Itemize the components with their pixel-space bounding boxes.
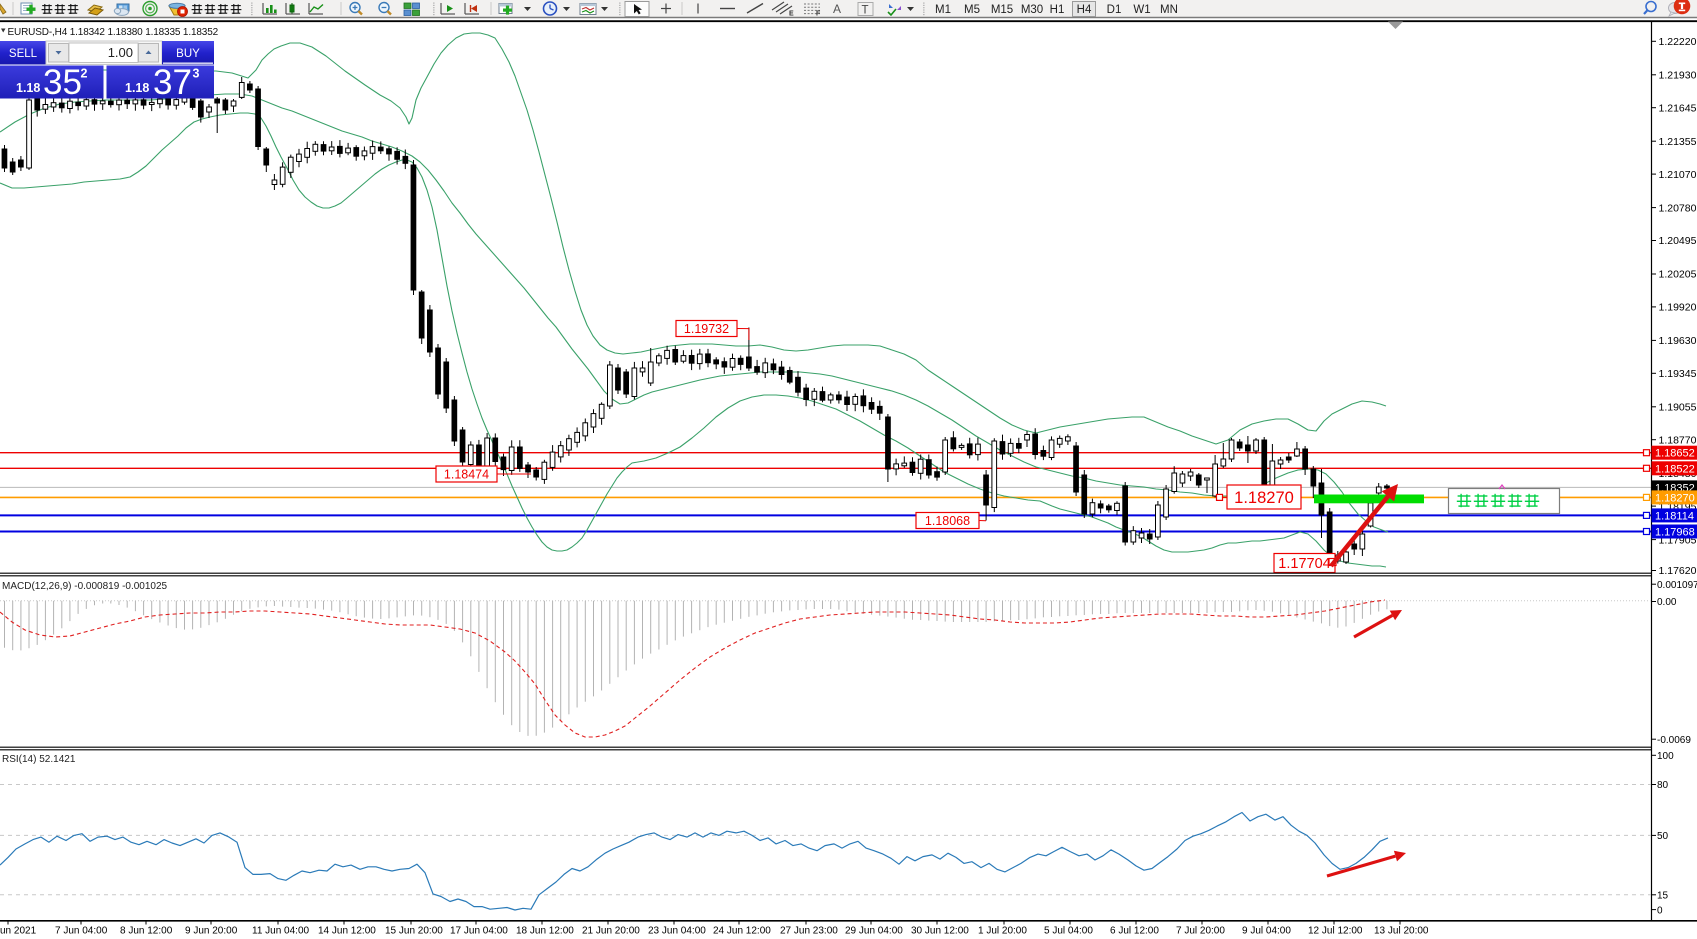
svg-text:T: T <box>862 5 869 17</box>
svg-text:RSI(14) 52.1421: RSI(14) 52.1421 <box>2 754 76 765</box>
svg-text:M5: M5 <box>964 4 980 16</box>
svg-text:M15: M15 <box>991 4 1013 16</box>
svg-text:17 Jun 04:00: 17 Jun 04:00 <box>450 926 508 937</box>
svg-text:1.19630: 1.19630 <box>1659 335 1697 347</box>
svg-text:1.18068: 1.18068 <box>925 514 970 528</box>
svg-text:12 Jul 12:00: 12 Jul 12:00 <box>1308 926 1363 937</box>
svg-text:1.19732: 1.19732 <box>684 322 729 336</box>
svg-text:EURUSD-,H4 1.18342 1.18380 1.: EURUSD-,H4 1.18342 1.18380 1.18335 1.183… <box>8 27 219 38</box>
svg-text:1.18270: 1.18270 <box>1234 489 1294 507</box>
svg-text:D1: D1 <box>1107 4 1122 16</box>
svg-text:un 2021: un 2021 <box>0 926 37 937</box>
svg-text:13 Jul 20:00: 13 Jul 20:00 <box>1374 926 1429 937</box>
svg-text:BUY: BUY <box>176 48 200 60</box>
svg-text:35: 35 <box>43 63 82 102</box>
svg-text:1.19055: 1.19055 <box>1659 402 1697 414</box>
svg-text:1.22220: 1.22220 <box>1659 36 1697 48</box>
svg-text:1.17968: 1.17968 <box>1655 527 1695 539</box>
svg-text:9 Jul 04:00: 9 Jul 04:00 <box>1242 926 1291 937</box>
svg-text:0.001097: 0.001097 <box>1657 580 1697 591</box>
svg-text:1.18770: 1.18770 <box>1659 434 1697 446</box>
svg-text:5 Jul 04:00: 5 Jul 04:00 <box>1044 926 1093 937</box>
svg-text:1.21930: 1.21930 <box>1659 70 1697 82</box>
svg-text:7 Jul 20:00: 7 Jul 20:00 <box>1176 926 1225 937</box>
svg-text:100: 100 <box>1657 751 1674 762</box>
svg-text:37: 37 <box>153 63 192 102</box>
svg-text:1.21070: 1.21070 <box>1659 169 1697 181</box>
svg-text:11 Jun 04:00: 11 Jun 04:00 <box>252 926 310 937</box>
svg-text:W1: W1 <box>1133 4 1150 16</box>
svg-text:M1: M1 <box>935 4 951 16</box>
svg-text:7 Jun 04:00: 7 Jun 04:00 <box>55 926 108 937</box>
svg-text:23 Jun 04:00: 23 Jun 04:00 <box>648 926 706 937</box>
svg-text:1.19345: 1.19345 <box>1659 368 1697 380</box>
svg-text:MN: MN <box>1160 4 1178 16</box>
svg-text:F: F <box>816 11 821 18</box>
svg-text:1.18: 1.18 <box>16 81 40 95</box>
svg-text:0.00: 0.00 <box>1657 597 1677 608</box>
svg-text:21 Jun 20:00: 21 Jun 20:00 <box>582 926 640 937</box>
svg-text:1.18: 1.18 <box>125 81 149 95</box>
svg-text:1.17704: 1.17704 <box>1278 556 1330 572</box>
svg-text:27 Jun 23:00: 27 Jun 23:00 <box>780 926 838 937</box>
svg-text:1 Jul 20:00: 1 Jul 20:00 <box>978 926 1027 937</box>
svg-text:8 Jun 12:00: 8 Jun 12:00 <box>120 926 173 937</box>
svg-text:H1: H1 <box>1050 4 1065 16</box>
svg-text:30 Jun 12:00: 30 Jun 12:00 <box>911 926 969 937</box>
svg-text:3: 3 <box>193 67 200 81</box>
svg-text:1.18114: 1.18114 <box>1655 510 1694 522</box>
svg-text:1.21355: 1.21355 <box>1659 136 1697 148</box>
svg-text:1.18270: 1.18270 <box>1655 492 1695 504</box>
svg-text:1.18652: 1.18652 <box>1655 448 1695 460</box>
svg-text:14 Jun 12:00: 14 Jun 12:00 <box>318 926 376 937</box>
svg-text:50: 50 <box>1657 831 1669 842</box>
svg-text:15: 15 <box>1657 891 1669 902</box>
svg-text:24 Jun 12:00: 24 Jun 12:00 <box>713 926 771 937</box>
svg-text:A: A <box>833 2 841 16</box>
svg-text:1.20205: 1.20205 <box>1659 269 1697 281</box>
svg-text:29 Jun 04:00: 29 Jun 04:00 <box>845 926 903 937</box>
svg-text:2: 2 <box>81 67 88 81</box>
svg-text:15 Jun 20:00: 15 Jun 20:00 <box>385 926 443 937</box>
svg-text:1.00: 1.00 <box>108 45 133 60</box>
svg-text:1.19920: 1.19920 <box>1659 302 1697 314</box>
svg-text:1.17620: 1.17620 <box>1659 565 1697 577</box>
svg-text:MACD(12,26,9) -0.000819 -0.001: MACD(12,26,9) -0.000819 -0.001025 <box>2 581 168 592</box>
svg-text:80: 80 <box>1657 780 1669 791</box>
svg-text:18 Jun 12:00: 18 Jun 12:00 <box>516 926 574 937</box>
svg-text:-0.0069: -0.0069 <box>1657 735 1691 746</box>
svg-text:6 Jul 12:00: 6 Jul 12:00 <box>1110 926 1159 937</box>
svg-text:1.18522: 1.18522 <box>1655 463 1695 475</box>
svg-text:H4: H4 <box>1077 4 1092 16</box>
svg-text:1.18474: 1.18474 <box>444 468 489 482</box>
svg-text:9 Jun 20:00: 9 Jun 20:00 <box>185 926 238 937</box>
svg-text:0: 0 <box>1657 905 1663 916</box>
svg-text:1.21645: 1.21645 <box>1659 102 1697 114</box>
svg-text:M30: M30 <box>1021 4 1043 16</box>
svg-text:SELL: SELL <box>9 48 38 60</box>
svg-text:1.20780: 1.20780 <box>1659 202 1697 214</box>
svg-text:1.20495: 1.20495 <box>1659 235 1697 247</box>
svg-text:E: E <box>789 11 794 18</box>
